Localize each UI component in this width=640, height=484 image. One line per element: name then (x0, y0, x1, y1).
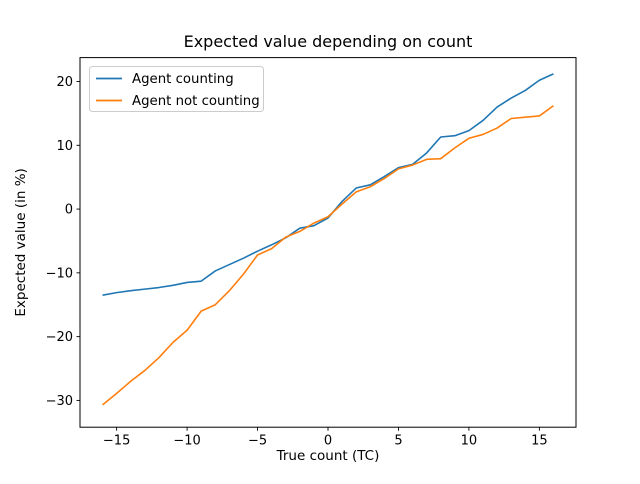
legend: Agent counting Agent not counting (89, 66, 264, 112)
y-tick-label: −10 (46, 266, 73, 281)
y-tick-label: 10 (56, 139, 73, 154)
x-axis-label: True count (TC) (276, 448, 380, 464)
y-tick-label: −30 (46, 394, 73, 409)
y-tick-label: 0 (65, 203, 73, 218)
legend-box (89, 66, 264, 112)
legend-label-agent-not-counting: Agent not counting (132, 94, 260, 109)
series-lines (102, 73, 554, 406)
chart-title: Expected value depending on count (184, 32, 473, 51)
series-line-agent-counting (102, 73, 554, 296)
plot-area (79, 57, 577, 428)
x-tick-label: −15 (103, 434, 130, 449)
y-tick-label: 20 (56, 75, 73, 90)
x-tick-label: 10 (461, 434, 478, 449)
axis-ticks: −15 −10 −5 0 5 10 15 20 10 0 −10 −20 −30 (46, 75, 548, 449)
x-tick-label: −5 (248, 434, 267, 449)
y-axis-label: Expected value (in %) (13, 168, 29, 316)
legend-label-agent-counting: Agent counting (132, 72, 234, 87)
series-line-agent-not-counting (102, 105, 554, 406)
x-tick-label: 15 (531, 434, 548, 449)
x-tick-label: −10 (173, 434, 200, 449)
x-tick-label: 5 (394, 434, 402, 449)
x-tick-label: 0 (324, 434, 332, 449)
y-tick-label: −20 (46, 330, 73, 345)
